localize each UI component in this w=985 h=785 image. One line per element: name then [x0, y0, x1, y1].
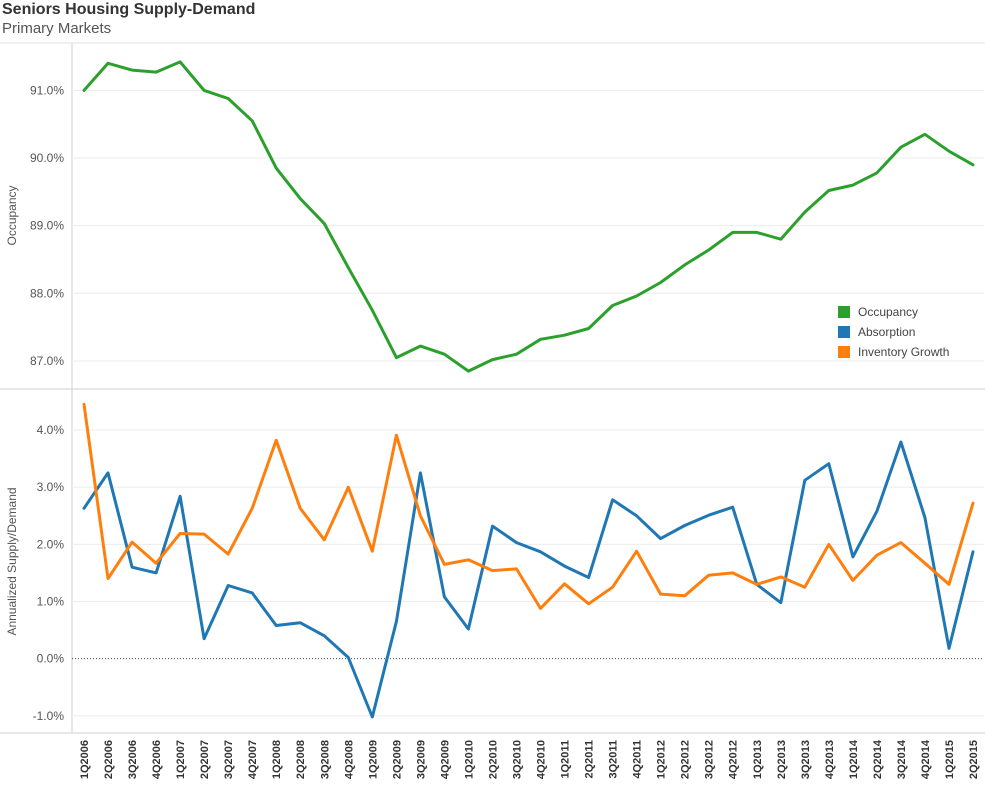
x-tick-label: 2Q2008 [295, 740, 307, 779]
series-line-absorption [82, 440, 975, 719]
x-tick-label: 3Q2007 [223, 740, 235, 779]
x-tick-label: 1Q2010 [463, 740, 475, 779]
x-tick-label: 3Q2011 [608, 740, 620, 779]
legend-label-inventory-growth: Inventory Growth [858, 345, 950, 359]
chart-title: Seniors Housing Supply-Demand [2, 1, 256, 18]
x-tick-label: 4Q2010 [536, 740, 548, 779]
y-tick-label-occupancy: 87.0% [30, 354, 64, 368]
x-tick-label: 3Q2014 [896, 739, 908, 779]
legend-label-occupancy: Occupancy [858, 305, 919, 319]
x-tick-label: 1Q2014 [848, 739, 860, 779]
x-tick-label: 3Q2010 [511, 740, 523, 779]
y-tick-label-occupancy: 90.0% [30, 151, 64, 165]
x-tick-label: 2Q2007 [199, 740, 211, 779]
legend-swatch-occupancy [838, 306, 850, 318]
x-tick-label: 4Q2009 [439, 740, 451, 779]
chart-subtitle: Primary Markets [2, 20, 112, 37]
x-tick-label: 3Q2006 [127, 740, 139, 779]
x-tick-label: 1Q2012 [656, 740, 668, 779]
x-tick-label: 4Q2006 [151, 740, 163, 779]
x-tick-label: 2Q2013 [776, 740, 788, 779]
x-tick-label: 4Q2011 [632, 740, 644, 779]
x-tick-label: 4Q2008 [343, 740, 355, 779]
x-tick-label: 2Q2009 [391, 740, 403, 779]
y-tick-label-supply-demand: 1.0% [37, 595, 65, 609]
x-tick-label: 1Q2015 [944, 740, 956, 779]
y-tick-label-supply-demand: -1.0% [33, 709, 65, 723]
y-tick-label-occupancy: 88.0% [30, 286, 64, 300]
x-tick-label: 2Q2012 [680, 740, 692, 779]
x-tick-label: 1Q2013 [752, 740, 764, 779]
y-axis-label-occupancy: Occupancy [5, 185, 19, 245]
y-tick-label-occupancy: 91.0% [30, 83, 64, 97]
x-tick-label: 3Q2013 [800, 740, 812, 779]
x-tick-label: 1Q2007 [175, 740, 187, 779]
legend-label-absorption: Absorption [858, 325, 916, 339]
x-tick-label: 1Q2011 [560, 740, 572, 779]
legend: Occupancy Absorption Inventory Growth [838, 302, 949, 362]
x-tick-label: 2Q2006 [103, 740, 115, 779]
y-tick-label-supply-demand: 4.0% [37, 423, 65, 437]
x-tick-label: 1Q2009 [367, 740, 379, 779]
legend-item-inventory-growth[interactable]: Inventory Growth [838, 342, 949, 362]
x-tick-label: 4Q2007 [247, 740, 259, 779]
x-tick-label: 3Q2012 [704, 740, 716, 779]
series-line-inventory-growth [82, 402, 975, 610]
y-tick-label-supply-demand: 3.0% [37, 480, 65, 494]
x-tick-label: 1Q2008 [271, 740, 283, 779]
legend-swatch-absorption [838, 326, 850, 338]
series-line-occupancy [82, 60, 975, 373]
x-tick-label: 2Q2011 [584, 740, 596, 779]
x-tick-label: 4Q2012 [728, 740, 740, 779]
legend-item-absorption[interactable]: Absorption [838, 322, 949, 342]
x-tick-label: 2Q2015 [968, 740, 980, 779]
y-tick-label-supply-demand: 0.0% [37, 652, 65, 666]
y-axis-label-supply-demand: Annualized Supply/Demand [5, 487, 19, 635]
x-tick-label: 4Q2013 [824, 740, 836, 779]
x-tick-label: 2Q2010 [487, 740, 499, 779]
x-tick-label: 3Q2009 [415, 740, 427, 779]
x-tick-label: 3Q2008 [319, 740, 331, 779]
legend-item-occupancy[interactable]: Occupancy [838, 302, 949, 322]
x-tick-label: 2Q2014 [872, 739, 884, 779]
y-tick-label-occupancy: 89.0% [30, 219, 64, 233]
y-tick-label-supply-demand: 2.0% [37, 537, 65, 551]
legend-swatch-inventory-growth [838, 346, 850, 358]
x-tick-label: 4Q2014 [920, 739, 932, 779]
x-tick-label: 1Q2006 [79, 740, 91, 779]
